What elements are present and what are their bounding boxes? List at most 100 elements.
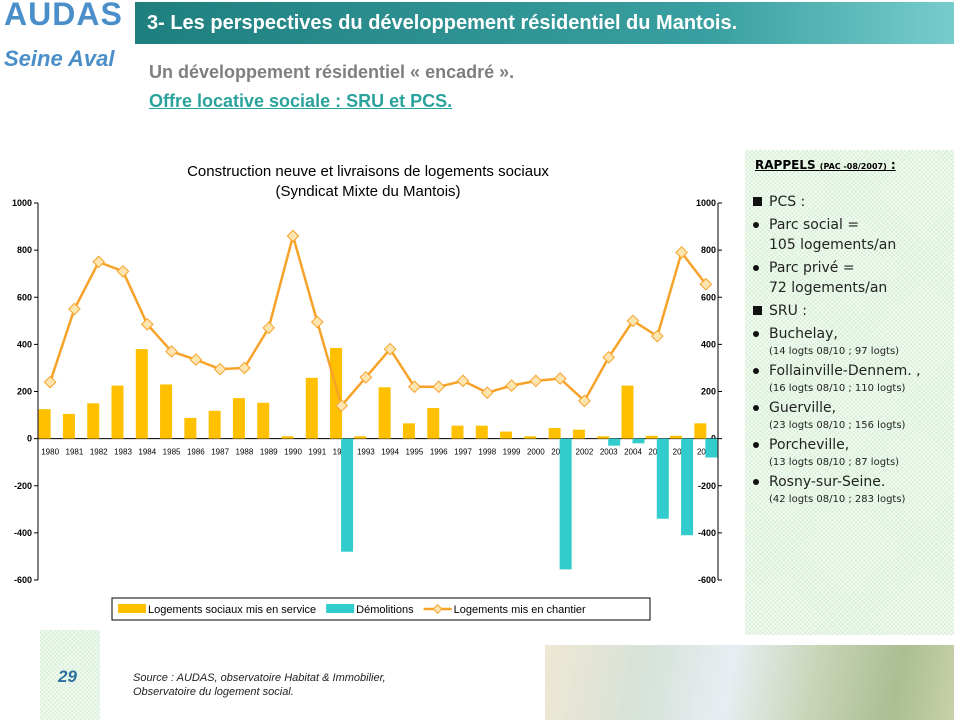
legend-label: Démolitions: [356, 604, 414, 616]
y2-tick-label: -400: [698, 528, 716, 538]
bar: [681, 439, 693, 536]
x-tick-label: 2004: [624, 448, 642, 457]
panel-item: Follainville-Dennem. ,(16 logts 08/10 ; …: [749, 361, 954, 394]
panel-note: (42 logts 08/10 ; 283 logts): [769, 494, 954, 505]
y-tick-label: 600: [17, 292, 32, 302]
bullet: [753, 222, 759, 228]
marker: [287, 230, 298, 241]
bar: [306, 378, 318, 439]
panel-heading-note: (PAC -08/2007): [820, 162, 887, 171]
slide-link: Offre locative sociale : SRU et PCS.: [149, 91, 452, 112]
y2-tick-label: -200: [698, 481, 716, 491]
logo-bottom: Seine Aval: [4, 46, 114, 72]
y-tick-label: 1000: [12, 198, 32, 208]
panel-line: Porcheville,: [769, 435, 954, 455]
y-tick-label: -600: [14, 575, 32, 585]
bar: [524, 436, 536, 438]
bar: [354, 436, 366, 438]
bullet: [753, 331, 759, 337]
bar: [233, 398, 245, 439]
y2-tick-label: 400: [701, 339, 716, 349]
slide-subtitle: Un développement résidentiel « encadré »…: [149, 62, 514, 83]
bar: [633, 439, 645, 444]
page-number-box: 29: [40, 630, 100, 720]
x-tick-label: 1980: [41, 448, 59, 457]
marker: [530, 375, 541, 386]
y2-tick-label: 200: [701, 387, 716, 397]
panel-heading: RAPPELS (PAC -08/2007) :: [755, 158, 896, 172]
legend-swatch: [326, 604, 354, 613]
marker: [190, 354, 201, 365]
x-tick-label: 1983: [114, 448, 132, 457]
marker: [69, 303, 80, 314]
x-tick-label: 1998: [478, 448, 496, 457]
legend-label: Logements sociaux mis en service: [148, 604, 316, 616]
bullet: [753, 405, 759, 411]
bar: [622, 386, 634, 439]
marker: [93, 256, 104, 267]
panel-line: Buchelay,: [769, 324, 954, 344]
marker: [482, 387, 493, 398]
y2-tick-label: -600: [698, 575, 716, 585]
chart-title: Construction neuve et livraisons de loge…: [187, 163, 549, 180]
slide: AUDAS Seine Aval 3- Les perspectives du …: [0, 0, 954, 720]
slide-title: 3- Les perspectives du développement rés…: [147, 12, 737, 35]
x-tick-label: 1999: [503, 448, 521, 457]
marker: [214, 363, 225, 374]
photo-strip: [545, 645, 954, 720]
legend-label: Logements mis en chantier: [454, 604, 586, 616]
panel-line: 72 logements/an: [769, 278, 954, 298]
bar: [573, 430, 585, 439]
bullet: [753, 479, 759, 485]
y-tick-label: -200: [14, 481, 32, 491]
x-tick-label: 1990: [284, 448, 302, 457]
title-bar: 3- Les perspectives du développement rés…: [135, 2, 954, 44]
y2-tick-label: 600: [701, 292, 716, 302]
bar: [160, 384, 172, 438]
panel-heading-colon: :: [891, 158, 896, 172]
panel-item: Rosny-sur-Seine. (42 logts 08/10 ; 283 lo…: [749, 472, 954, 505]
x-tick-label: 1988: [236, 448, 254, 457]
panel-item: SRU :: [749, 301, 954, 321]
bullet: [753, 197, 762, 206]
bar: [184, 418, 196, 439]
x-tick-label: 1981: [66, 448, 84, 457]
rappels-panel: RAPPELS (PAC -08/2007) : PCS : Parc socia…: [745, 150, 954, 635]
source-line: Source : AUDAS, observatoire Habitat & I…: [133, 671, 386, 685]
y-tick-label: 400: [17, 339, 32, 349]
bar: [427, 408, 439, 439]
bullet: [753, 306, 762, 315]
x-tick-label: 1984: [138, 448, 156, 457]
x-tick-label: 1997: [454, 448, 472, 457]
panel-line: 105 logements/an: [769, 235, 954, 255]
bar: [282, 436, 294, 438]
bar: [341, 439, 353, 552]
panel-line: Rosny-sur-Seine.: [769, 472, 954, 492]
bar: [549, 428, 561, 439]
bar: [476, 426, 488, 439]
logo-top: AUDAS: [4, 0, 123, 33]
panel-item: PCS :: [749, 192, 954, 212]
x-tick-label: 1982: [90, 448, 108, 457]
marker: [117, 266, 128, 277]
x-tick-label: 2000: [527, 448, 545, 457]
panel-item: Parc social =105 logements/an: [749, 215, 954, 255]
bar: [112, 386, 124, 439]
panel-heading-text: RAPPELS: [755, 158, 816, 172]
bullet: [753, 368, 759, 374]
marker: [263, 322, 274, 333]
bar: [63, 414, 75, 439]
x-tick-label: 1994: [381, 448, 399, 457]
chart: Construction neuve et livraisons de loge…: [0, 150, 745, 640]
x-tick-label: 2003: [600, 448, 618, 457]
bar: [330, 348, 342, 439]
bar: [379, 387, 391, 438]
panel-item: Guerville,(23 logts 08/10 ; 156 logts): [749, 398, 954, 431]
bar: [705, 439, 717, 458]
panel-line: Parc social =: [769, 215, 954, 235]
bar: [403, 423, 415, 438]
x-tick-label: 1991: [308, 448, 326, 457]
x-tick-label: 1985: [163, 448, 181, 457]
bar: [670, 436, 682, 439]
marker: [312, 316, 323, 327]
